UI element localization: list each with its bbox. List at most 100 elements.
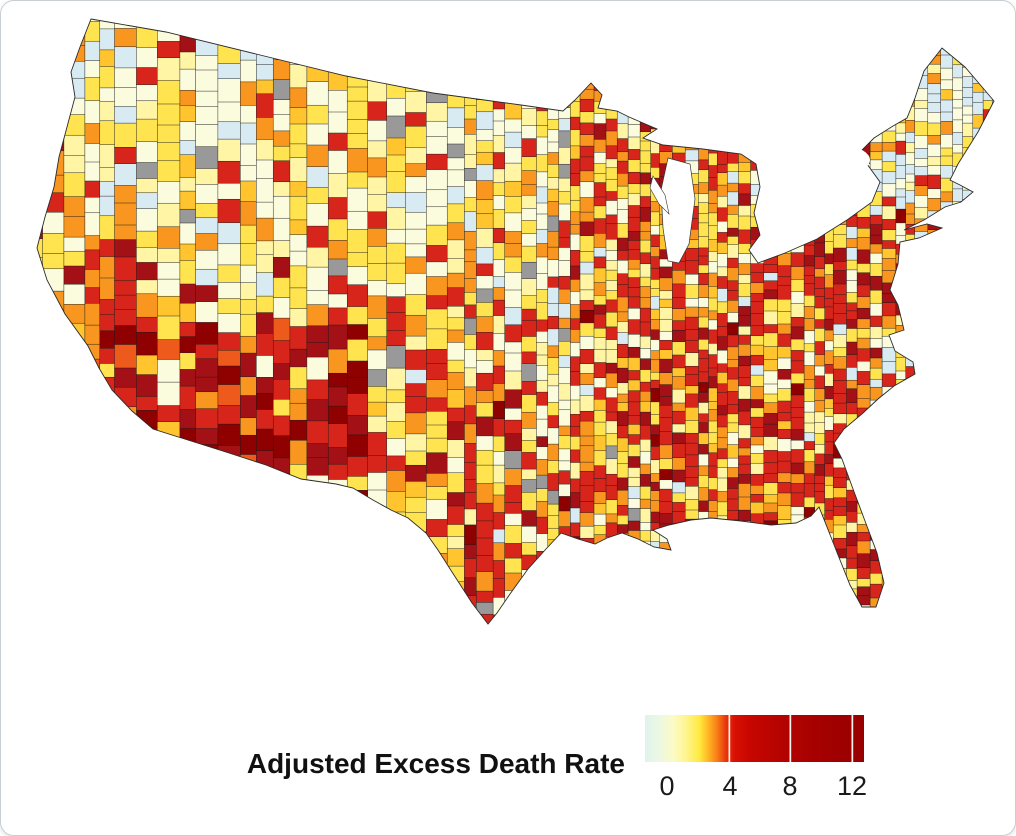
county-cell xyxy=(579,273,595,291)
county-cell xyxy=(306,266,329,292)
county-cell xyxy=(217,78,241,103)
county-cell xyxy=(272,217,291,242)
county-cell xyxy=(570,436,581,451)
county-cell xyxy=(492,61,506,81)
legend-tick-label-12: 12 xyxy=(837,771,867,801)
county-cell xyxy=(405,43,427,58)
county-cell xyxy=(446,58,465,77)
county-cell xyxy=(605,130,618,147)
county-cell xyxy=(952,291,964,303)
county-cell xyxy=(426,363,448,381)
county-cell xyxy=(708,44,718,58)
county-cell xyxy=(476,19,494,24)
legend-tick-label-0: 0 xyxy=(659,771,674,801)
county-cell xyxy=(536,575,549,588)
county-cell xyxy=(763,540,779,550)
county-cell xyxy=(832,467,848,479)
county-cell xyxy=(905,378,916,392)
county-cell xyxy=(846,310,858,321)
county-cell xyxy=(738,604,752,615)
county-cell xyxy=(972,137,984,148)
county-cell xyxy=(521,542,538,556)
county-cell xyxy=(790,383,805,396)
county-cell xyxy=(856,407,871,422)
county-cell xyxy=(157,80,181,105)
county-cell xyxy=(84,343,101,360)
county-cell xyxy=(521,138,538,158)
county-cell xyxy=(616,524,629,534)
county-cell xyxy=(446,75,465,93)
county-cell xyxy=(716,288,728,303)
county-cell xyxy=(914,309,929,320)
county-cell xyxy=(824,364,834,374)
legend-tick-label-8: 8 xyxy=(782,771,797,801)
county-cell xyxy=(521,208,538,221)
county-cell xyxy=(446,329,465,343)
county-cell xyxy=(593,552,607,567)
county-cell xyxy=(814,207,826,223)
county-cell xyxy=(727,103,739,115)
county-cell xyxy=(952,335,964,347)
county-cell xyxy=(952,357,964,369)
county-cell xyxy=(593,123,607,140)
county-cell xyxy=(856,439,871,452)
county-cell xyxy=(605,445,618,460)
county-cell xyxy=(492,287,506,301)
county-cell xyxy=(547,246,560,261)
county-cell xyxy=(763,256,779,266)
county-cell xyxy=(99,167,115,183)
county-cell xyxy=(727,70,739,80)
county-cell xyxy=(716,467,728,479)
county-cell xyxy=(708,500,718,512)
county-cell xyxy=(464,558,477,579)
county-cell xyxy=(763,512,779,522)
county-cell xyxy=(84,303,101,326)
county-cell xyxy=(493,626,505,639)
county-cell xyxy=(777,618,792,624)
county-cell xyxy=(605,397,618,413)
county-cell xyxy=(846,269,858,281)
county-cell xyxy=(698,371,710,384)
county-cell xyxy=(698,255,710,266)
county-cell xyxy=(405,610,427,624)
county-cell xyxy=(217,459,241,475)
county-cell xyxy=(684,44,700,54)
county-cell xyxy=(972,60,984,71)
county-cell xyxy=(446,157,465,171)
county-cell xyxy=(217,243,241,266)
county-cell xyxy=(558,146,571,165)
county-cell xyxy=(684,19,700,25)
county-cell xyxy=(832,36,848,51)
county-cell xyxy=(738,70,752,81)
county-cell xyxy=(738,141,752,153)
county-cell xyxy=(616,173,629,187)
county-cell xyxy=(869,621,883,624)
county-cell xyxy=(869,482,883,492)
county-cell xyxy=(982,173,994,185)
county-cell xyxy=(446,439,465,458)
county-cell xyxy=(856,348,871,362)
county-cell xyxy=(659,277,673,292)
county-cell xyxy=(346,210,369,230)
lake-ontario xyxy=(796,144,870,176)
county-cell xyxy=(727,19,739,30)
county-cell xyxy=(346,415,369,436)
county-cell xyxy=(272,573,291,597)
county-cell xyxy=(914,465,929,475)
county-cell xyxy=(698,60,710,72)
county-cell xyxy=(824,188,834,199)
county-cell xyxy=(84,399,101,419)
county-cell xyxy=(914,63,929,77)
county-cell xyxy=(927,285,942,295)
county-cell xyxy=(763,561,779,575)
county-cell xyxy=(99,66,115,89)
county-cell xyxy=(536,99,549,112)
county-cell xyxy=(605,19,618,34)
county-cell xyxy=(426,120,448,138)
county-cell xyxy=(37,180,44,205)
county-cell xyxy=(570,56,581,68)
county-cell xyxy=(114,508,138,527)
county-cell xyxy=(856,100,871,112)
county-cell xyxy=(763,310,779,326)
county-cell xyxy=(881,494,897,507)
